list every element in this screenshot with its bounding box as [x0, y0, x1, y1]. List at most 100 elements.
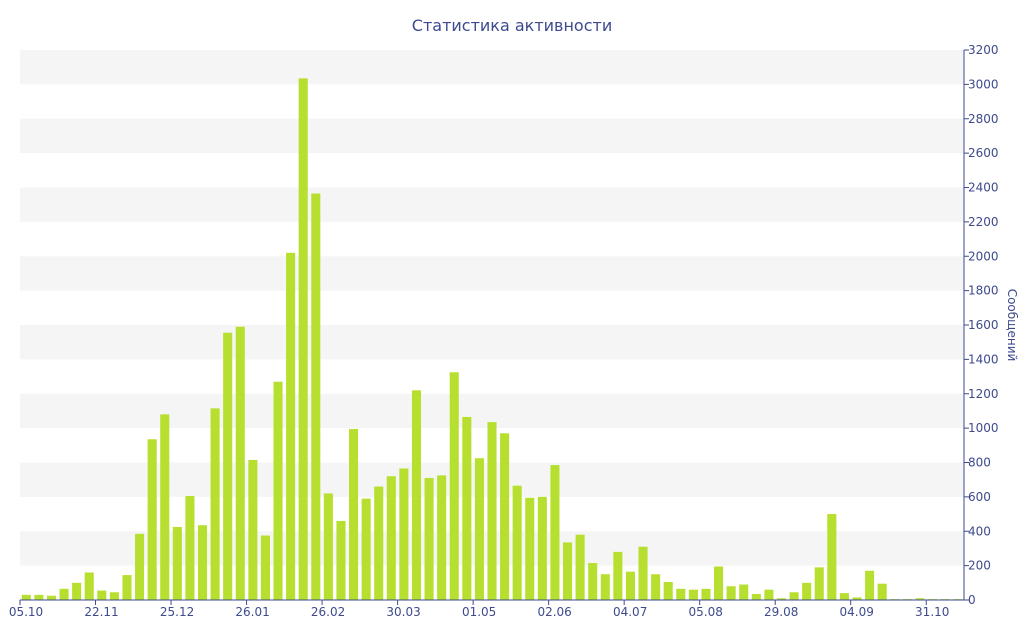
bar: [814, 567, 824, 600]
x-tick-label: 05.08: [689, 605, 723, 619]
bar: [663, 581, 673, 600]
y-tick-label: 2400: [968, 181, 999, 195]
bar: [802, 582, 812, 600]
bar: [500, 433, 510, 600]
y-axis-label: Сообщений: [1005, 289, 1019, 362]
bar: [575, 534, 585, 600]
bar: [776, 598, 787, 600]
bar: [223, 332, 233, 600]
y-tick-label: 1600: [968, 318, 999, 332]
bar: [411, 390, 422, 600]
bar: [172, 526, 182, 600]
bar: [789, 592, 799, 600]
bar: [751, 593, 761, 600]
bar: [865, 570, 875, 600]
y-tick-label: 0: [968, 593, 976, 607]
y-tick-label: 1400: [968, 352, 999, 366]
bar: [336, 520, 346, 600]
bar: [248, 459, 258, 600]
x-tick-label: 04.09: [840, 605, 874, 619]
bar: [550, 465, 560, 600]
bar: [84, 572, 94, 600]
bar: [147, 439, 157, 600]
bar: [613, 551, 623, 600]
bar: [298, 78, 308, 600]
x-tick-label: 26.01: [235, 605, 269, 619]
x-tick-label: 30.03: [386, 605, 420, 619]
x-tick-label: 25.12: [160, 605, 194, 619]
bar: [726, 586, 736, 600]
bar: [235, 326, 245, 600]
y-tick-label: 2200: [968, 215, 999, 229]
y-tick-label: 600: [968, 490, 991, 504]
y-ticks: 0 200 400 600 800 1000 1200 1400 1600 1800 2000 220…: [964, 43, 999, 607]
bar: [46, 595, 56, 600]
bar: [449, 372, 459, 600]
y-tick-label: 3200: [968, 43, 999, 57]
bar: [701, 588, 711, 600]
bar: [437, 475, 447, 600]
bar: [185, 496, 195, 600]
bar: [588, 563, 598, 600]
grid-bands: [20, 50, 964, 566]
bar: [34, 594, 44, 600]
grid-band: [20, 50, 964, 85]
bar: [386, 476, 396, 600]
grid-band: [20, 118, 964, 154]
grid-band: [20, 325, 964, 360]
y-tick-label: 2600: [968, 146, 999, 160]
bars-group: [21, 78, 963, 600]
bar: [59, 588, 69, 600]
bar: [474, 458, 484, 600]
bar: [688, 589, 698, 600]
y-tick-label: 1000: [968, 421, 999, 435]
y-tick-label: 400: [968, 524, 991, 538]
y-tick-label: 1200: [968, 387, 999, 401]
y-tick-label: 200: [968, 559, 991, 573]
bar: [97, 590, 107, 600]
bar: [764, 589, 774, 600]
bar: [160, 414, 170, 600]
x-ticks: 05.10 22.11 25.12 26.01 26.02 30.03 01.05 02.06…: [9, 600, 949, 619]
bar: [260, 535, 270, 600]
y-tick-label: 2000: [968, 249, 999, 263]
bar: [462, 416, 472, 600]
bar: [877, 583, 887, 600]
y-tick-label: 1800: [968, 284, 999, 298]
x-tick-label: 22.11: [84, 605, 118, 619]
bar: [197, 525, 208, 600]
bar: [625, 571, 635, 600]
y-tick-label: 3000: [968, 77, 999, 91]
grid-band: [20, 187, 964, 222]
x-tick-label: 01.05: [462, 605, 496, 619]
x-tick-label: 31.10: [915, 605, 949, 619]
y-tick-label: 2800: [968, 112, 999, 126]
bar: [399, 468, 409, 600]
bar: [286, 252, 296, 600]
bar: [349, 428, 359, 600]
x-tick-label: 05.10: [9, 605, 43, 619]
bar: [600, 574, 610, 600]
x-tick-label: 04.07: [613, 605, 647, 619]
bar: [525, 497, 535, 600]
bar: [852, 597, 862, 600]
bar: [562, 542, 573, 600]
bar: [109, 592, 119, 600]
bar: [323, 493, 333, 600]
bar: [487, 422, 497, 600]
bar: [915, 598, 925, 600]
y-tick-label: 800: [968, 456, 991, 470]
bar: [676, 588, 686, 600]
x-tick-label: 29.08: [764, 605, 798, 619]
bar: [714, 566, 724, 600]
bar: [122, 575, 132, 600]
grid-band: [20, 256, 964, 291]
bar: [424, 477, 434, 600]
bar: [135, 533, 145, 600]
bar: [72, 582, 82, 600]
bar: [273, 381, 283, 600]
bar: [827, 514, 837, 600]
bar: [21, 594, 31, 600]
bar: [311, 193, 321, 600]
